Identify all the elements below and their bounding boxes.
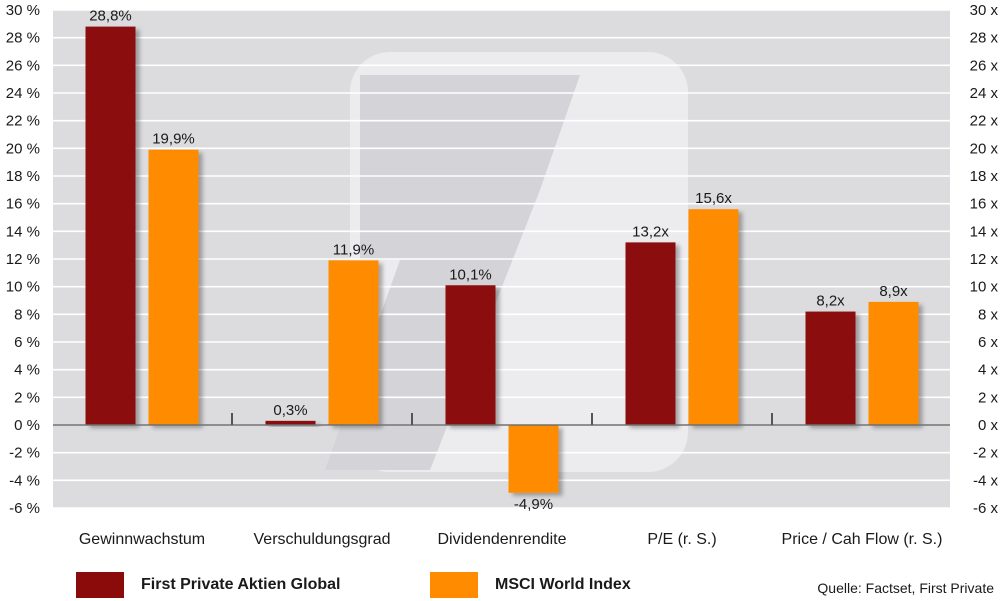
x-category-label: P/E (r. S.) bbox=[647, 531, 716, 548]
y-axis-right: 30 x 28 x 26 x 24 x 22 x 20 x 18 x 16 x 14 x 12 x… bbox=[970, 2, 999, 517]
y-right-tick-label: 12 x bbox=[970, 251, 999, 268]
data-label: 28,8% bbox=[89, 8, 132, 25]
y-left-tick-label: 0 % bbox=[14, 417, 40, 434]
data-label: 8,9x bbox=[879, 283, 908, 300]
y-left-tick-label: -2 % bbox=[9, 445, 40, 462]
y-right-tick-label: 28 x bbox=[970, 30, 999, 47]
y-right-tick-label: -2 x bbox=[973, 445, 999, 462]
data-label: 10,1% bbox=[449, 266, 492, 283]
legend-label-series1: First Private Aktien Global bbox=[141, 576, 341, 593]
bar-series2 bbox=[688, 209, 739, 425]
y-right-tick-label: 30 x bbox=[970, 2, 999, 19]
y-right-tick-label: 20 x bbox=[970, 140, 999, 157]
bar-series1 bbox=[625, 242, 676, 425]
x-category-label: Gewinnwachstum bbox=[79, 531, 205, 548]
source-note: Quelle: Factset, First Private bbox=[817, 580, 994, 596]
bar-chart: 28,8% 19,9% 0,3% 11,9% 10,1% -4,9% 13,2x 15,6x 8… bbox=[6, 2, 999, 548]
watermark-numeral bbox=[325, 75, 580, 470]
y-right-tick-label: 24 x bbox=[970, 85, 999, 102]
bar-series1 bbox=[805, 311, 856, 425]
bar-series2 bbox=[508, 425, 559, 493]
y-left-tick-label: 20 % bbox=[6, 140, 40, 157]
legend-swatch-series2 bbox=[430, 572, 478, 598]
y-left-tick-label: 8 % bbox=[14, 306, 40, 323]
bar-series2 bbox=[868, 301, 919, 425]
x-category-label: Verschuldungsgrad bbox=[254, 531, 391, 548]
y-left-tick-label: 10 % bbox=[6, 279, 40, 296]
y-left-tick-label: 22 % bbox=[6, 113, 40, 130]
y-right-tick-label: -4 x bbox=[973, 472, 999, 489]
y-left-tick-label: 24 % bbox=[6, 85, 40, 102]
y-right-tick-label: 6 x bbox=[978, 334, 999, 351]
data-label: 19,9% bbox=[152, 131, 195, 148]
y-right-tick-label: 8 x bbox=[978, 306, 999, 323]
y-left-tick-label: -4 % bbox=[9, 472, 40, 489]
legend-swatch-series1 bbox=[76, 572, 124, 598]
y-left-tick-label: 14 % bbox=[6, 223, 40, 240]
y-left-tick-label: 4 % bbox=[14, 362, 40, 379]
data-label: -4,9% bbox=[514, 496, 553, 513]
bar-series1 bbox=[85, 26, 136, 425]
y-left-tick-label: 28 % bbox=[6, 30, 40, 47]
x-category-label: Dividendenrendite bbox=[438, 531, 567, 548]
y-right-tick-label: 16 x bbox=[970, 196, 999, 213]
y-right-tick-label: 18 x bbox=[970, 168, 999, 185]
data-label: 13,2x bbox=[632, 223, 669, 240]
y-right-tick-label: 2 x bbox=[978, 389, 999, 406]
legend-item-series2: MSCI World Index bbox=[430, 572, 631, 598]
y-right-tick-label: 14 x bbox=[970, 223, 999, 240]
data-label: 11,9% bbox=[333, 241, 374, 258]
x-category-label: Price / Cah Flow (r. S.) bbox=[782, 531, 943, 548]
y-left-tick-label: 12 % bbox=[6, 251, 40, 268]
bar-series2 bbox=[148, 149, 199, 425]
legend-label-series2: MSCI World Index bbox=[495, 576, 631, 593]
y-axis-left: 30 % 28 % 26 % 24 % 22 % 20 % 18 % 16 % 14 % 12 %… bbox=[6, 2, 40, 517]
y-left-tick-label: 26 % bbox=[6, 57, 40, 74]
bar-series1 bbox=[445, 285, 496, 425]
y-right-tick-label: 0 x bbox=[978, 417, 999, 434]
bars bbox=[85, 26, 919, 493]
y-left-tick-label: 30 % bbox=[6, 2, 40, 19]
legend-item-series1: First Private Aktien Global bbox=[76, 572, 340, 598]
y-left-tick-label: -6 % bbox=[9, 500, 40, 517]
y-left-tick-label: 2 % bbox=[14, 389, 40, 406]
data-labels: 28,8% 19,9% 0,3% 11,9% 10,1% -4,9% 13,2x 15,6x 8… bbox=[89, 8, 908, 513]
data-label: 15,6x bbox=[695, 190, 732, 207]
y-right-tick-label: 26 x bbox=[970, 57, 999, 74]
data-label: 0,3% bbox=[273, 402, 307, 419]
y-right-tick-label: 22 x bbox=[970, 113, 999, 130]
y-left-tick-label: 18 % bbox=[6, 168, 40, 185]
y-right-tick-label: -6 x bbox=[973, 500, 999, 517]
bar-series1 bbox=[265, 420, 316, 425]
x-axis-categories: Gewinnwachstum Verschuldungsgrad Dividende… bbox=[79, 531, 943, 548]
bar-series2 bbox=[328, 260, 379, 425]
y-left-tick-label: 6 % bbox=[14, 334, 40, 351]
watermark-logo bbox=[325, 52, 688, 472]
y-right-tick-label: 4 x bbox=[978, 362, 999, 379]
data-label: 8,2x bbox=[816, 293, 845, 310]
category-separators bbox=[231, 413, 773, 425]
y-right-tick-label: 10 x bbox=[970, 279, 999, 296]
y-left-tick-label: 16 % bbox=[6, 196, 40, 213]
